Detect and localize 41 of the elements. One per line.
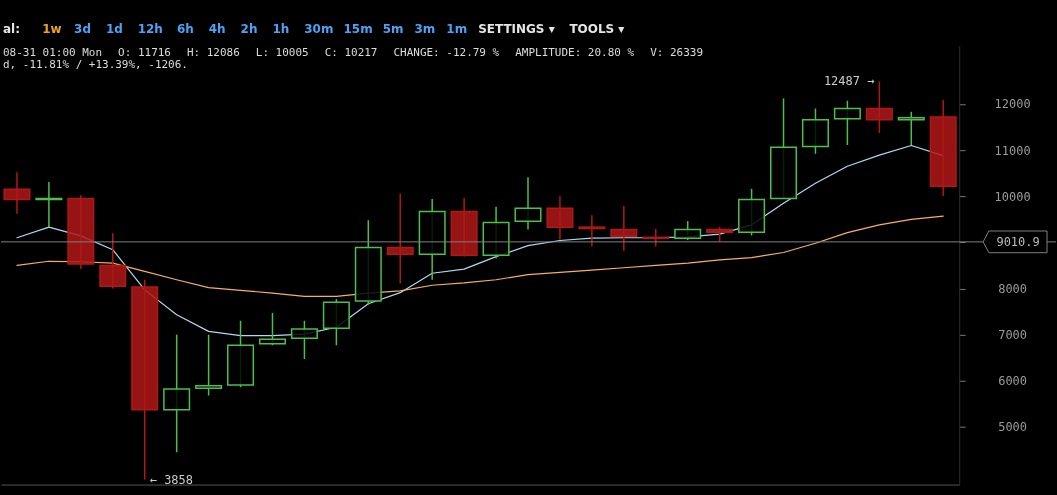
text: 3d: [74, 22, 91, 37]
text: 1d: [105, 22, 123, 37]
annotation: 08-31 01:00 Mon: [2, 46, 103, 60]
annotation: ← 3858: [149, 472, 193, 487]
text: 2h: [240, 22, 258, 37]
annotation: H: 12086: [186, 46, 240, 60]
candlestick: [386, 192, 414, 285]
line-series: [16, 215, 944, 297]
annotation: O: 11716: [118, 46, 171, 60]
y-tick-label: 8000: [998, 281, 1027, 296]
candlestick: [897, 111, 925, 146]
y-tick-label: 12000: [994, 97, 1031, 112]
annotation: d, -11.81% / +13.39%, -1206.: [2, 58, 188, 72]
text: 1h: [272, 22, 290, 37]
text: SETTINGS ▾: [478, 22, 555, 37]
ref-line-label: 9010.9: [996, 234, 1040, 249]
text: 3m: [414, 22, 436, 37]
text: TOOLS ▾: [569, 22, 625, 37]
y-tick-label: 7000: [998, 328, 1027, 343]
text: 1w: [42, 22, 62, 37]
y-tick-label: 6000: [998, 374, 1027, 389]
annotation: L: 10005: [255, 46, 309, 60]
y-tick-label: 11000: [994, 143, 1031, 158]
text: 15m: [343, 22, 373, 37]
candlestick: [195, 333, 223, 397]
text: al:: [2, 22, 20, 37]
text: 12h: [137, 22, 163, 37]
y-tick-label: 10000: [994, 189, 1031, 204]
annotation: AMPLITUDE: 20.80 %: [515, 46, 635, 60]
annotation: V: 26339: [650, 46, 703, 60]
text: 5m: [382, 22, 404, 37]
annotation: C: 10217: [324, 46, 378, 60]
text: 6h: [176, 22, 194, 37]
candlestick: [610, 205, 638, 252]
annotation: 12487 →: [823, 74, 875, 89]
y-tick-label: 5000: [998, 420, 1027, 435]
text: 1m: [446, 22, 468, 37]
candlestick: [578, 214, 606, 248]
text: 30m: [304, 22, 334, 37]
annotation: CHANGE: -12.79 %: [393, 46, 500, 60]
text: 4h: [208, 22, 226, 37]
